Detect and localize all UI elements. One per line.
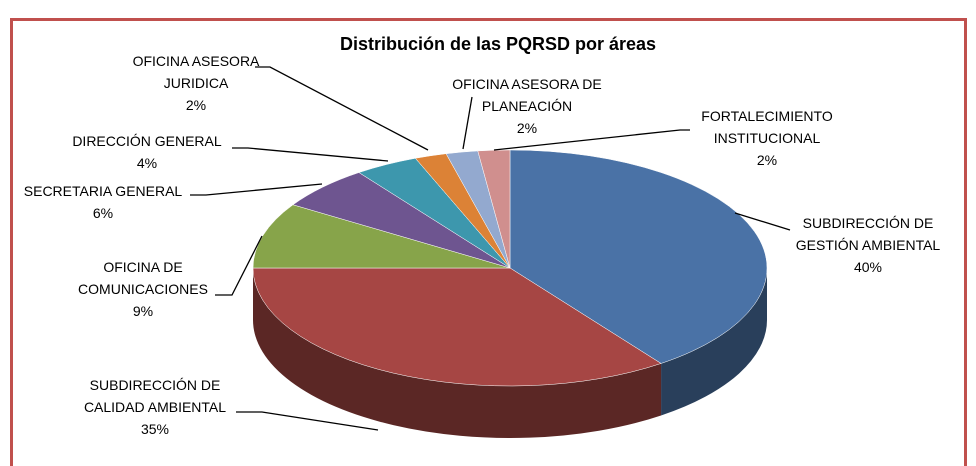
value-label: 35% (140, 421, 170, 437)
category-label: SECRETARIA GENERAL (23, 183, 183, 199)
leader-line (236, 411, 379, 431)
value-label: 6% (92, 205, 114, 221)
value-label: 9% (132, 303, 154, 319)
category-label: FORTALECIMIENTO INSTITUCIONAL (701, 108, 833, 146)
category-label: DIRECCIÓN GENERAL (72, 133, 222, 149)
leader-line (255, 66, 429, 151)
leader-line (462, 96, 473, 150)
slice (252, 204, 511, 269)
data-label: FORTALECIMIENTO INSTITUCIONAL 2% (677, 105, 857, 171)
chart-title: Distribución de las PQRSD por áreas (339, 34, 657, 54)
value-label: 2% (516, 120, 538, 136)
data-label: OFICINA ASESORA JURIDICA 2% (116, 50, 276, 116)
value-label: 2% (185, 97, 207, 113)
leader-line (215, 235, 263, 296)
slice (252, 267, 662, 387)
value-label: 40% (853, 259, 883, 275)
category-label: OFICINA DE COMUNICACIONES (78, 259, 208, 297)
leader-line (190, 183, 323, 196)
category-label: SUBDIRECCIÓN DE GESTIÓN AMBIENTAL (795, 215, 941, 253)
data-label: OFICINA DE COMUNICACIONES 9% (68, 256, 218, 322)
slice (477, 149, 511, 269)
category-label: OFICINA ASESORA JURIDICA (132, 53, 260, 91)
leader-line (734, 212, 791, 231)
category-label: SUBDIRECCIÓN DE CALIDAD AMBIENTAL (83, 377, 227, 415)
category-label: OFICINA ASESORA DE PLANEACIÓN (452, 76, 602, 114)
value-label: 2% (756, 152, 778, 168)
data-label: SUBDIRECCIÓN DE CALIDAD AMBIENTAL 35% (75, 374, 235, 440)
chart-frame (10, 18, 967, 466)
data-label: SUBDIRECCIÓN DE GESTIÓN AMBIENTAL 40% (788, 212, 948, 278)
slice-side (253, 268, 662, 438)
data-label: OFICINA ASESORA DE PLANEACIÓN 2% (437, 73, 617, 139)
slice (509, 149, 768, 364)
value-label: 4% (136, 155, 158, 171)
leader-line (232, 147, 389, 162)
slice-side (661, 268, 767, 416)
data-label: DIRECCIÓN GENERAL 4% (52, 130, 242, 174)
leader-line (493, 129, 690, 151)
data-label: SECRETARIA GENERAL 6% (8, 180, 198, 224)
